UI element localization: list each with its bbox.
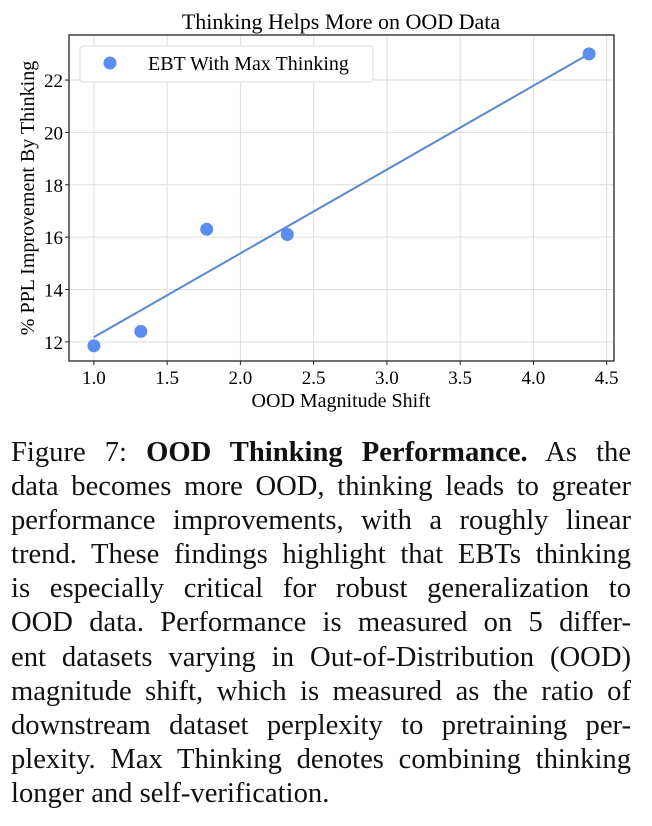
caption-line: ent datasets varying in Out-of-Distribut… <box>11 641 631 673</box>
data-point <box>134 324 148 338</box>
data-point <box>200 222 214 236</box>
caption-line: downstream dataset perplexity to pretrai… <box>11 709 631 741</box>
y-tick-label: 14 <box>44 281 64 302</box>
caption-line: plexity. Max Thinking denotes combining … <box>11 743 631 775</box>
y-tick-label: 18 <box>44 176 63 197</box>
scatter-chart: 1.0 1.5 2.0 2.5 3.0 3.5 4.0 4.5 12 14 16 18 20 22 Thi… <box>17 9 619 412</box>
caption-line: is especially critical for robust genera… <box>11 573 631 605</box>
x-tick-label: 3.5 <box>448 368 472 389</box>
caption-line: OOD data. Performance is measured on 5 d… <box>11 607 631 639</box>
caption-line: performance improvements, with a roughly… <box>11 505 631 537</box>
x-tick-label: 1.5 <box>155 368 179 389</box>
x-tick-label: 2.5 <box>302 368 326 389</box>
y-tick-label: 22 <box>44 71 63 92</box>
caption-bold-title: OOD Thinking Performance. <box>146 437 528 468</box>
y-tick-label: 20 <box>44 123 63 144</box>
fit-line <box>93 52 590 339</box>
legend: EBT With Max Thinking <box>79 45 374 83</box>
caption-line: trend. These findings highlight that EBT… <box>11 539 631 571</box>
chart-title: Thinking Helps More on OOD Data <box>182 9 501 34</box>
caption-line: longer and self-verification. <box>11 777 330 809</box>
y-axis-label: % PPL Improvement By Thinking <box>17 61 39 335</box>
data-point <box>582 47 596 61</box>
x-tick-label: 3.0 <box>375 368 399 389</box>
caption-line: Figure 7: OOD Thinking Performance. As t… <box>11 436 631 470</box>
legend-label: EBT With Max Thinking <box>148 53 349 75</box>
caption-line: data becomes more OOD, thinking leads to… <box>11 471 631 503</box>
data-point <box>280 228 294 242</box>
legend-box <box>79 45 374 83</box>
data-point <box>87 339 101 353</box>
x-tick-label: 1.0 <box>82 368 106 389</box>
caption-line: magnitude shift, which is measured as th… <box>11 675 631 707</box>
x-axis-label: OOD Magnitude Shift <box>252 390 431 412</box>
figure-caption: Figure 7: OOD Thinking Performance. As t… <box>11 436 631 811</box>
fit-line-group <box>93 52 590 339</box>
data-points <box>87 47 596 353</box>
tick-labels: 1.0 1.5 2.0 2.5 3.0 3.5 4.0 4.5 12 14 16 18 20 22 <box>44 71 619 389</box>
grid-lines <box>69 35 614 361</box>
x-tick-label: 4.5 <box>595 368 619 389</box>
plot-frame <box>68 34 615 362</box>
caption-text: As the <box>545 437 632 468</box>
x-tick-label: 2.0 <box>229 368 253 389</box>
x-tick-label: 4.0 <box>522 368 546 389</box>
y-tick-label: 12 <box>44 333 63 354</box>
legend-marker <box>103 56 117 70</box>
y-tick-label: 16 <box>44 228 63 249</box>
caption-label: Figure 7: <box>11 437 127 468</box>
